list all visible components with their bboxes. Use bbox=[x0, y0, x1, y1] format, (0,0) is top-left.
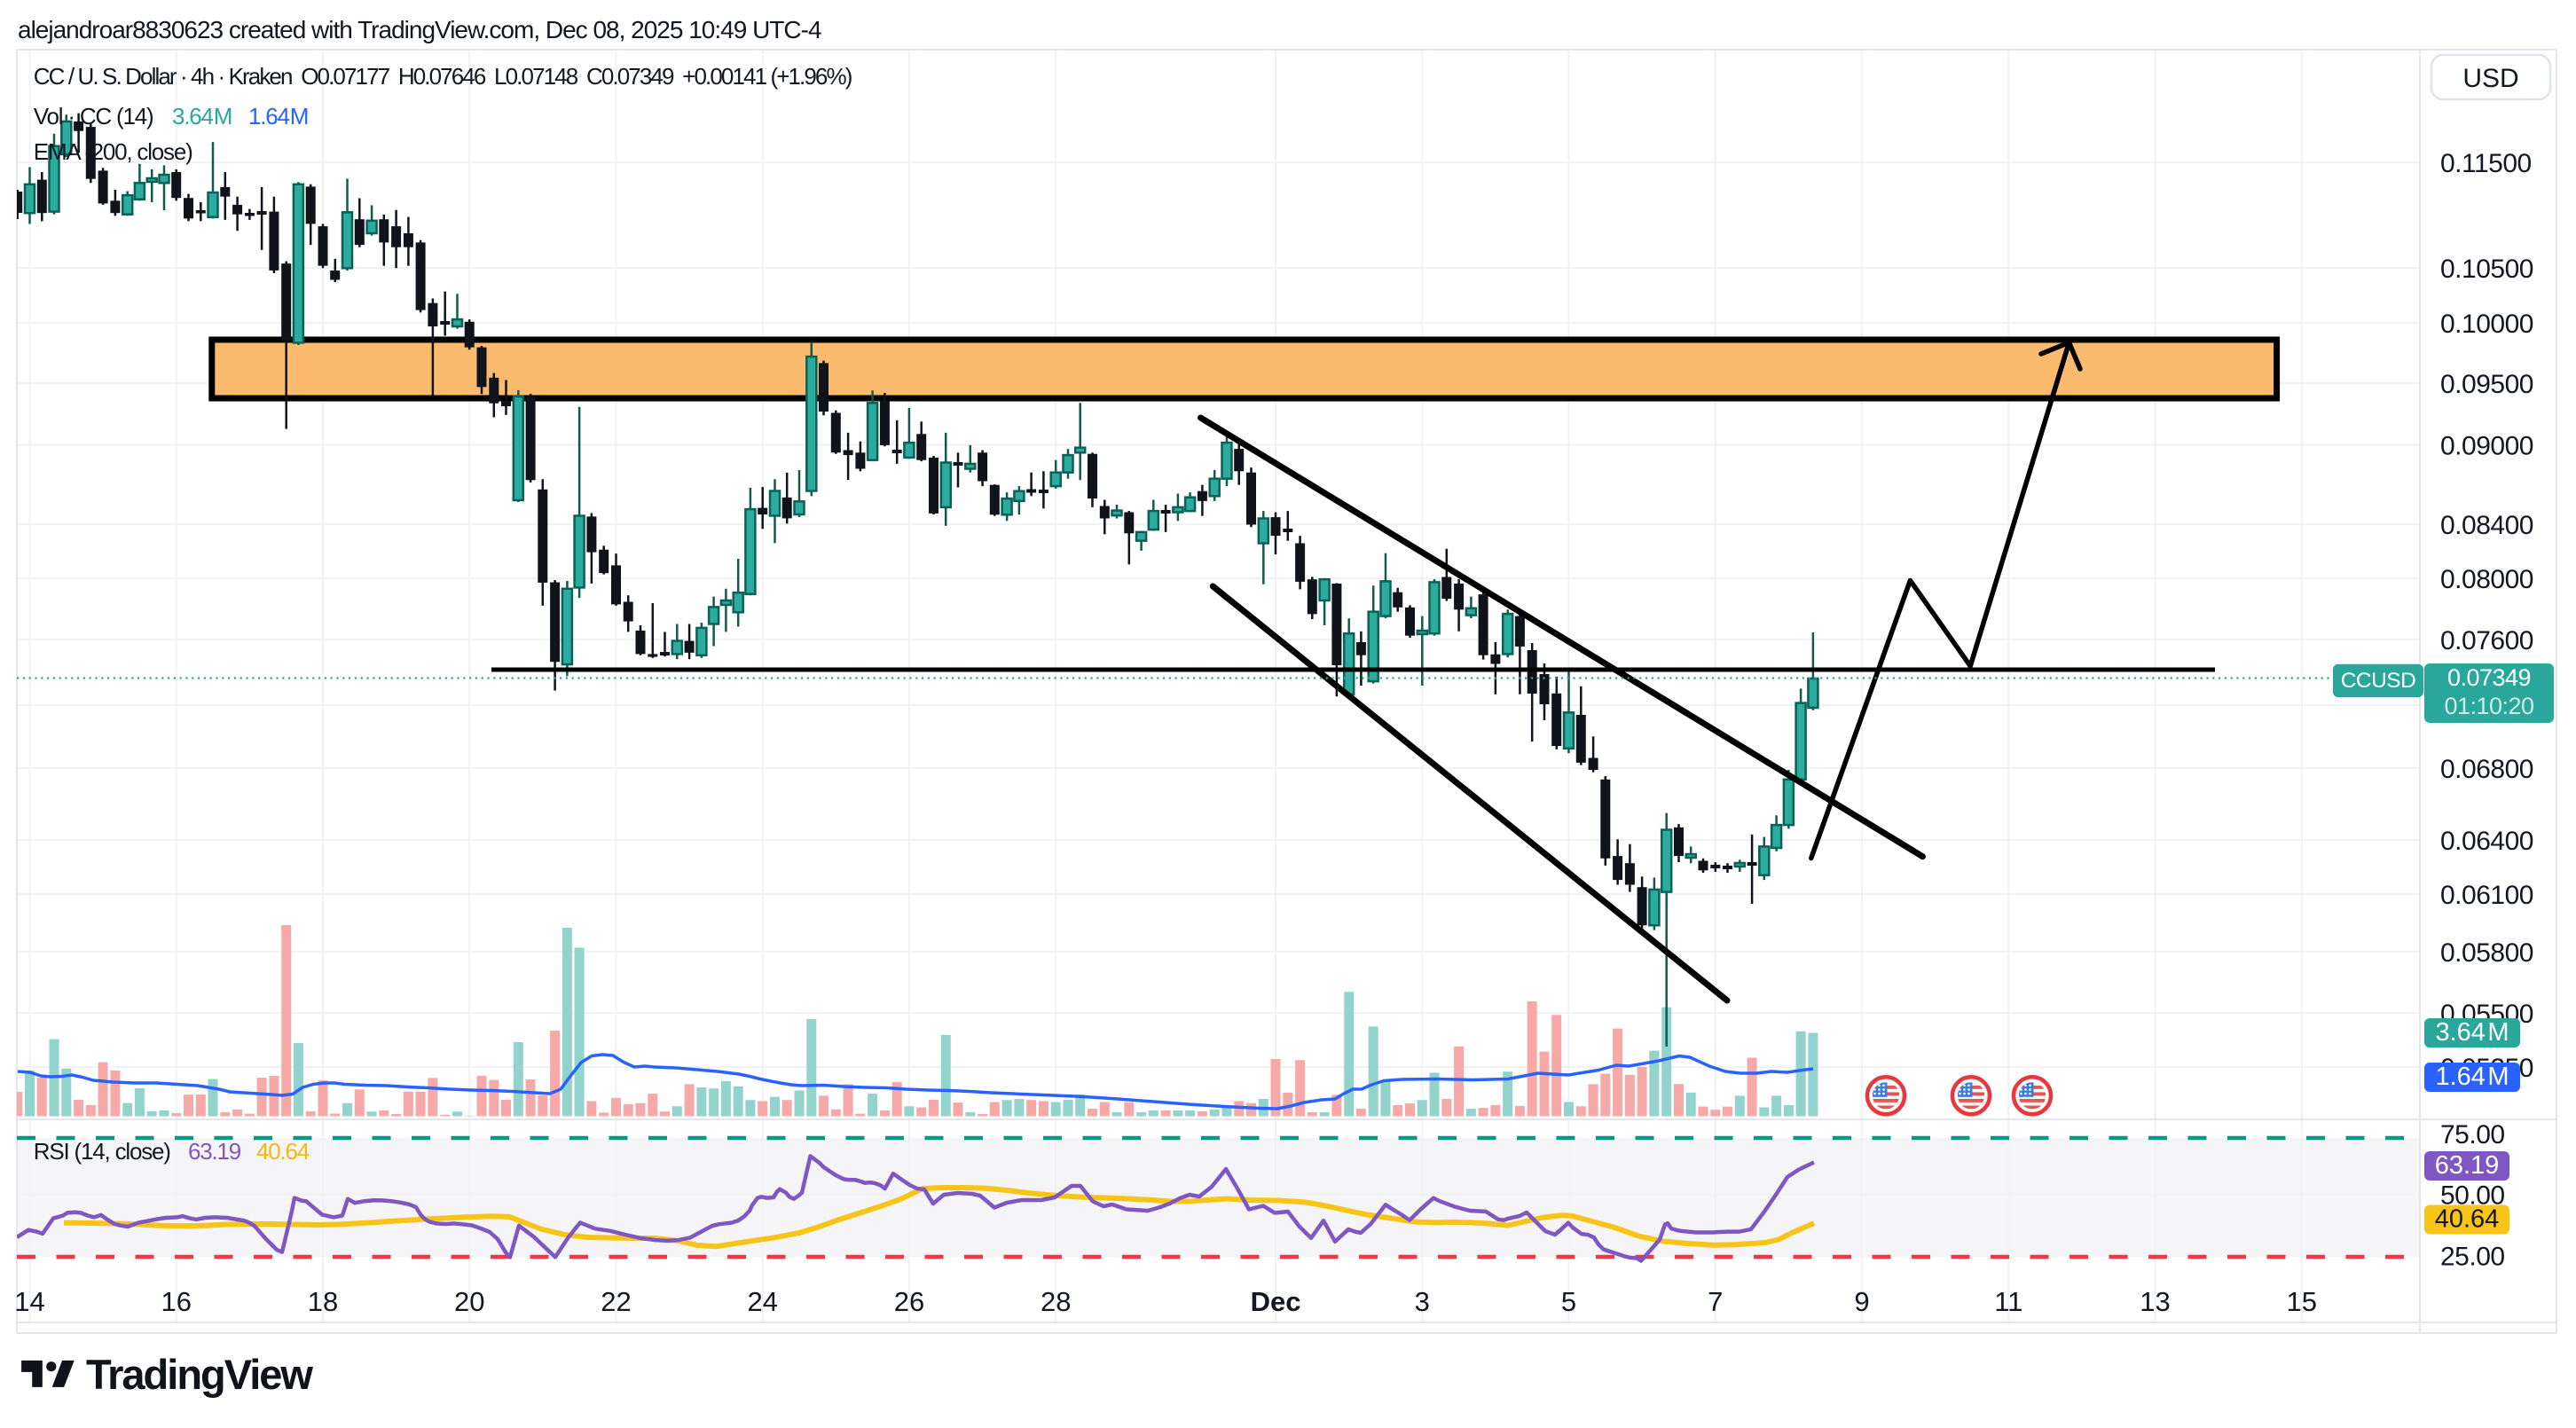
svg-text:7: 7 bbox=[1708, 1286, 1723, 1317]
svg-text:22: 22 bbox=[601, 1286, 631, 1317]
svg-text:alejandroar8830623 created wit: alejandroar8830623 created with TradingV… bbox=[18, 16, 821, 43]
svg-text:40.64: 40.64 bbox=[2435, 1205, 2500, 1234]
svg-text:0.07600: 0.07600 bbox=[2440, 626, 2533, 655]
svg-text:3.64 M: 3.64 M bbox=[172, 103, 232, 129]
svg-text:5: 5 bbox=[1561, 1286, 1576, 1317]
svg-text:0.11500: 0.11500 bbox=[2440, 149, 2532, 178]
svg-text:01:10:20: 01:10:20 bbox=[2444, 693, 2533, 719]
svg-text:9: 9 bbox=[1854, 1286, 1869, 1317]
svg-text:0.06400: 0.06400 bbox=[2440, 827, 2533, 856]
svg-text:0.05800: 0.05800 bbox=[2440, 938, 2533, 968]
svg-text:63.19: 63.19 bbox=[188, 1138, 241, 1165]
svg-text:16: 16 bbox=[161, 1286, 191, 1317]
svg-text:0.06800: 0.06800 bbox=[2440, 755, 2533, 784]
svg-text:RSI (14, close): RSI (14, close) bbox=[34, 1138, 170, 1165]
svg-text:24: 24 bbox=[747, 1286, 777, 1317]
svg-text:Dec: Dec bbox=[1251, 1286, 1301, 1317]
svg-text:0.06100: 0.06100 bbox=[2440, 881, 2533, 910]
svg-text:63.19: 63.19 bbox=[2435, 1151, 2500, 1180]
svg-text:40.64: 40.64 bbox=[256, 1138, 310, 1165]
svg-text:0.09000: 0.09000 bbox=[2440, 432, 2533, 461]
svg-text:1.64 M: 1.64 M bbox=[248, 103, 308, 129]
svg-text:USD: USD bbox=[2462, 64, 2518, 93]
svg-text:25.00: 25.00 bbox=[2440, 1243, 2505, 1272]
svg-text:TradingView: TradingView bbox=[86, 1351, 313, 1398]
svg-text:26: 26 bbox=[894, 1286, 924, 1317]
svg-text:0.08400: 0.08400 bbox=[2440, 511, 2533, 540]
svg-text:0.08000: 0.08000 bbox=[2440, 565, 2533, 594]
svg-text:14: 14 bbox=[14, 1286, 44, 1317]
svg-text:0.07349: 0.07349 bbox=[2447, 664, 2531, 691]
svg-text:15: 15 bbox=[2287, 1286, 2317, 1317]
svg-text:3.64 M: 3.64 M bbox=[2435, 1018, 2509, 1047]
svg-text:0.10000: 0.10000 bbox=[2440, 310, 2533, 339]
svg-text:18: 18 bbox=[308, 1286, 338, 1317]
svg-text:EMA (200, close): EMA (200, close) bbox=[34, 138, 192, 165]
svg-text:11: 11 bbox=[1994, 1286, 2022, 1317]
svg-text:20: 20 bbox=[454, 1286, 484, 1317]
svg-text:28: 28 bbox=[1041, 1286, 1071, 1317]
svg-text:75.00: 75.00 bbox=[2440, 1120, 2505, 1149]
svg-text:Vol · CC (14): Vol · CC (14) bbox=[34, 103, 153, 129]
svg-text:3: 3 bbox=[1415, 1286, 1430, 1317]
svg-text:0.10500: 0.10500 bbox=[2440, 255, 2533, 284]
svg-text:1.64 M: 1.64 M bbox=[2435, 1063, 2509, 1091]
svg-text:CC / U. S. Dollar · 4h · Krake: CC / U. S. Dollar · 4h · Kraken O0.07177… bbox=[34, 63, 852, 90]
svg-text:13: 13 bbox=[2140, 1286, 2170, 1317]
svg-text:0.09500: 0.09500 bbox=[2440, 370, 2533, 399]
svg-text:CCUSD: CCUSD bbox=[2341, 669, 2416, 693]
